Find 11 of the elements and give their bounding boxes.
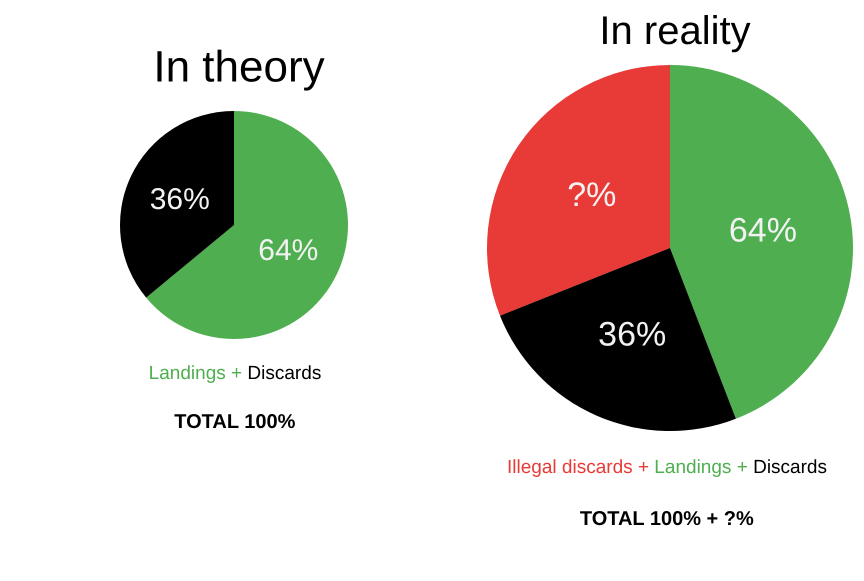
chart-title: In reality xyxy=(599,9,751,53)
data-label: 36% xyxy=(150,182,210,216)
text: Landings + Discards xyxy=(148,363,322,384)
data-label: 36% xyxy=(598,316,666,354)
text: TOTAL 100% xyxy=(174,411,296,433)
text: TOTAL 100% + ?% xyxy=(580,508,754,530)
data-label: 64% xyxy=(728,212,797,250)
data-label: 64% xyxy=(258,234,318,268)
text: Illegal discards + Landings + Discards xyxy=(507,457,828,478)
chart-title: In theory xyxy=(153,42,325,92)
data-label: ?% xyxy=(567,176,616,214)
